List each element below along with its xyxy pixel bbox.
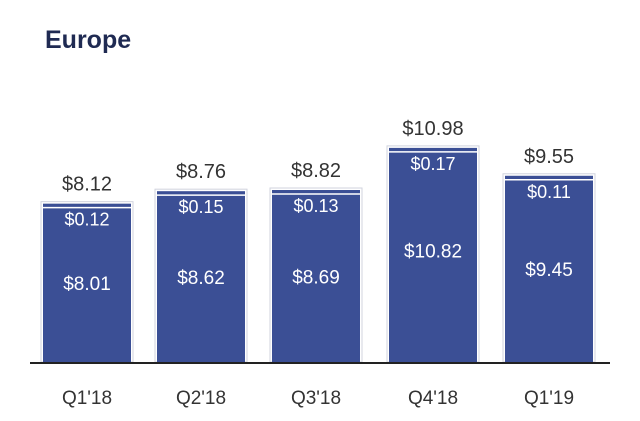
bar-segment-base — [272, 192, 360, 362]
bar-segment-top — [272, 190, 360, 194]
bar-segment-top — [43, 203, 131, 207]
bar-segment-base — [157, 193, 245, 362]
bar-segment-base — [505, 177, 593, 362]
x-tick-label: Q1'19 — [524, 388, 574, 409]
total-label: $9.55 — [524, 146, 574, 168]
total-label: $10.98 — [402, 118, 463, 140]
bar-segment-top — [505, 175, 593, 179]
total-label: $8.82 — [291, 160, 341, 182]
bar-segment-base — [43, 205, 131, 362]
bar-segment-top — [157, 191, 245, 195]
segment-label-base: $8.62 — [177, 268, 225, 289]
segment-label-base: $10.82 — [404, 242, 462, 263]
total-label: $8.12 — [62, 174, 112, 196]
x-tick-label: Q4'18 — [408, 388, 458, 409]
segment-label-base: $8.69 — [292, 267, 340, 288]
x-tick-label: Q2'18 — [176, 388, 226, 409]
segment-label-base: $9.45 — [525, 260, 573, 281]
segment-label-base: $8.01 — [63, 274, 111, 295]
x-tick-label: Q1'18 — [62, 388, 112, 409]
x-tick-label: Q3'18 — [291, 388, 341, 409]
segment-label-top: $0.12 — [64, 210, 109, 230]
chart-title: Europe — [45, 26, 132, 54]
segment-label-top: $0.15 — [178, 197, 223, 217]
bar-segment-top — [389, 147, 477, 152]
segment-label-top: $0.11 — [527, 182, 571, 202]
bar-segment-base — [389, 151, 477, 362]
segment-label-top: $0.13 — [293, 196, 338, 216]
segment-label-top: $0.17 — [410, 154, 455, 174]
total-label: $8.76 — [176, 161, 226, 183]
